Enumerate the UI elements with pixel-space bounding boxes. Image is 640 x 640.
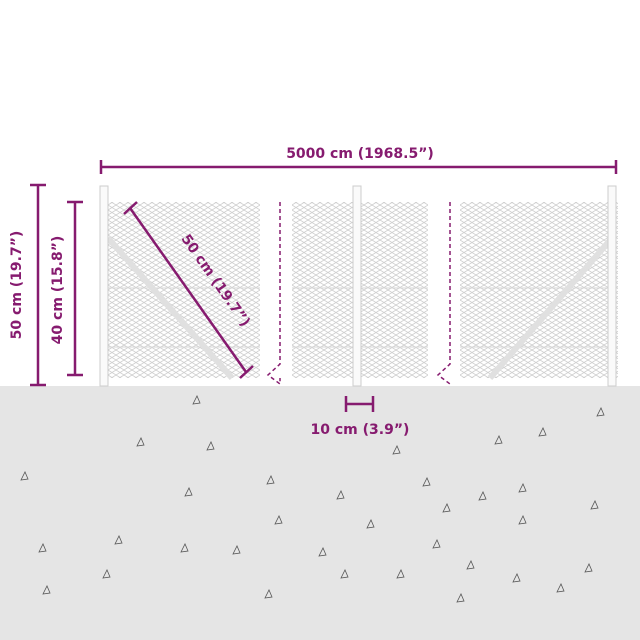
stone (538, 427, 547, 437)
stone (432, 539, 441, 549)
post-width-label: 10 cm (3.9”) (311, 422, 410, 438)
stone (396, 569, 405, 579)
stone (584, 563, 593, 573)
stone (442, 503, 451, 513)
stone (466, 560, 475, 570)
stone (494, 435, 503, 445)
stone (366, 519, 375, 529)
stone (42, 585, 51, 595)
stone (38, 543, 47, 553)
mesh-height-label: 40 cm (15.8”) (50, 236, 66, 345)
stone (340, 569, 349, 579)
stone (102, 569, 111, 579)
post-length-dimension-line (123, 201, 254, 379)
total-length-label: 5000 cm (1968.5”) (286, 146, 434, 162)
stone (274, 515, 283, 525)
stone (264, 589, 273, 599)
stone (136, 437, 145, 447)
stone (556, 583, 565, 593)
stone (206, 441, 215, 451)
fence-panel-right (460, 202, 618, 378)
stone (184, 487, 193, 497)
stone (392, 445, 401, 455)
stone (192, 395, 201, 405)
ground (0, 386, 640, 640)
height-dimension-line (30, 183, 46, 387)
mesh-height-dimension-line (67, 200, 83, 377)
length-dimension-line (99, 160, 618, 174)
stone (232, 545, 241, 555)
stone (336, 490, 345, 500)
stone (512, 573, 521, 583)
stone (180, 543, 189, 553)
stone (518, 515, 527, 525)
fence-post (607, 185, 617, 387)
fence-panels (99, 185, 618, 387)
stone (590, 500, 599, 510)
stone (596, 407, 605, 417)
stone (422, 477, 431, 487)
fence-post (352, 185, 362, 387)
fence-panel-left (102, 202, 260, 378)
stone (266, 475, 275, 485)
break-line (266, 202, 451, 386)
dimension-lines (30, 160, 618, 412)
ground-stones (20, 395, 605, 603)
stone (20, 471, 29, 481)
stone (318, 547, 327, 557)
total-height-label: 50 cm (19.7”) (9, 231, 25, 340)
stone (478, 491, 487, 501)
stone (456, 593, 465, 603)
fence-post (99, 185, 109, 387)
post-width-dimension-line (344, 396, 375, 412)
stone (518, 483, 527, 493)
stone (114, 535, 123, 545)
